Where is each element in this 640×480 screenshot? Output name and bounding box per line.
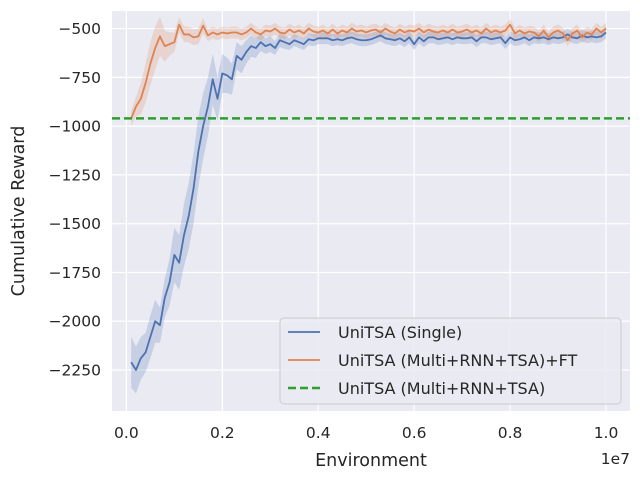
x-tick-label: 0.6	[402, 424, 427, 442]
y-tick-label: −1500	[49, 215, 101, 233]
y-tick-label: −500	[58, 20, 101, 38]
y-tick-label: −1750	[49, 264, 101, 282]
x-tick-label: 1.0	[594, 424, 619, 442]
x-tick-label: 0.4	[306, 424, 331, 442]
y-axis-label: Cumulative Reward	[9, 126, 29, 297]
x-tick-labels: 0.0 0.2 0.4 0.6 0.8 1.0	[114, 424, 618, 442]
y-tick-labels: −500 −750 −1000 −1250 −1500 −1750 −2000 −2250	[49, 20, 101, 379]
line-series-2	[130, 23, 607, 119]
x-tick-label: 0.8	[498, 424, 523, 442]
y-tick-label: −2250	[49, 362, 101, 380]
x-axis-offset-label: 1e7	[601, 450, 630, 468]
y-tick-label: −2000	[49, 313, 101, 331]
x-axis-label: Environment	[315, 451, 427, 471]
y-tick-label: −1250	[49, 166, 101, 184]
y-tick-label: −1000	[49, 118, 101, 136]
legend-label-series-3: UniTSA (Multi+RNN+TSA)	[338, 379, 545, 398]
legend: UniTSA (Single) UniTSA (Multi+RNN+TSA)+F…	[279, 317, 622, 405]
line-series-1	[130, 31, 607, 371]
x-tick-label: 0.0	[114, 424, 139, 442]
legend-label-series-1: UniTSA (Single)	[338, 323, 462, 342]
series-lines	[112, 23, 630, 371]
legend-label-series-2: UniTSA (Multi+RNN+TSA)+FT	[338, 351, 578, 370]
x-tick-label: 0.2	[210, 424, 235, 442]
y-tick-label: −750	[58, 69, 101, 87]
legend-box	[279, 317, 622, 405]
